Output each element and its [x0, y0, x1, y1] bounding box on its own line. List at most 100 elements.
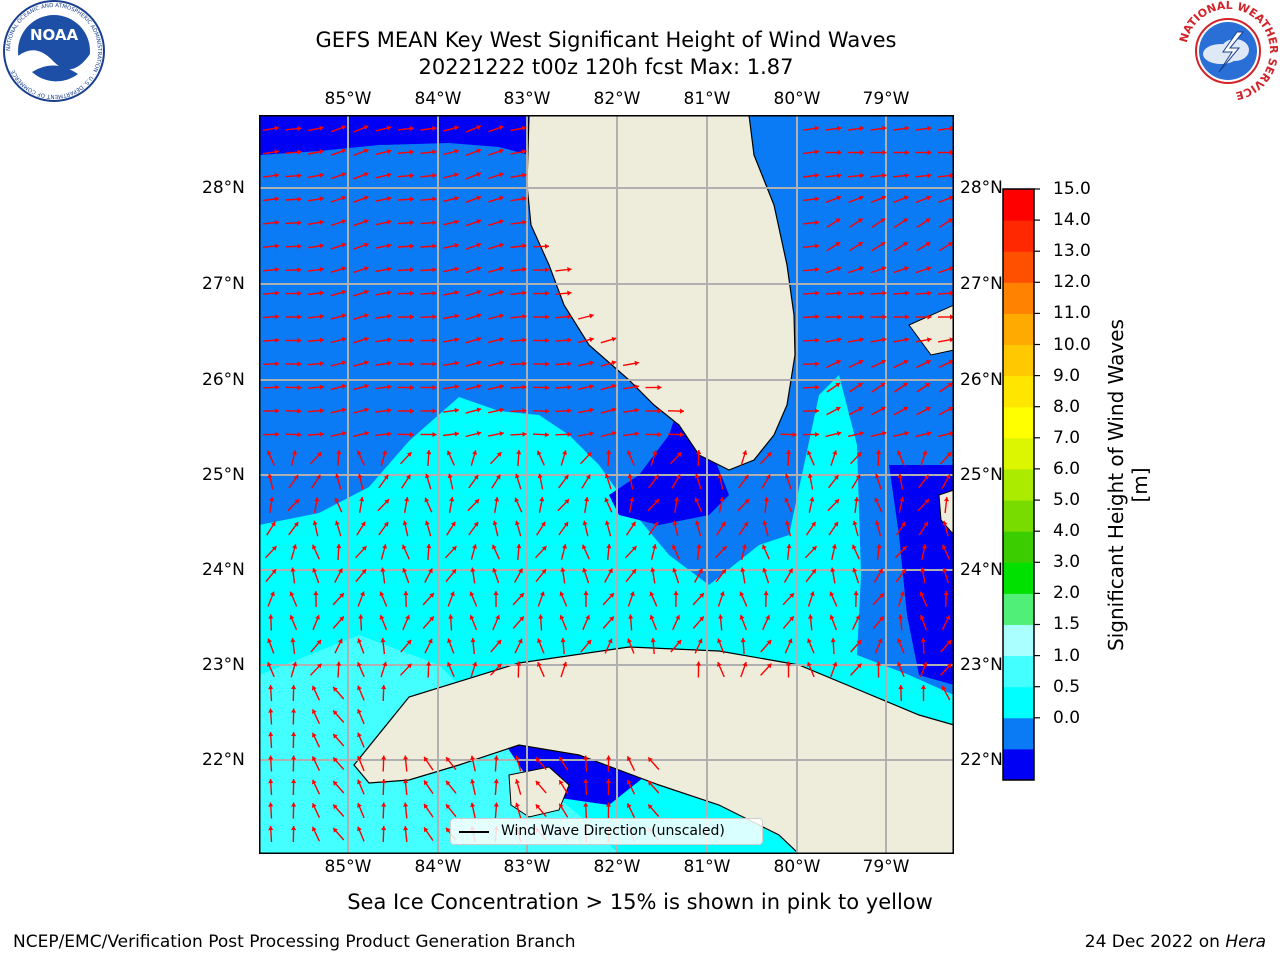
wave-direction-arrowhead [626, 803, 632, 809]
wave-direction-arrowhead [880, 383, 886, 388]
wave-direction-arrowhead [672, 520, 678, 526]
lon-label-bottom-83w: 83°W [503, 857, 551, 877]
wave-direction-arrowhead [363, 125, 369, 130]
wave-direction-arrowhead [357, 685, 362, 691]
lon-label-bottom-82w: 82°W [593, 857, 641, 877]
wave-direction-arrowhead [290, 638, 296, 643]
colorbar-tick-label: 10.0 [1053, 334, 1091, 355]
lat-label-right-27n: 27°N [960, 274, 1003, 294]
wave-direction-arrowhead [567, 361, 572, 367]
wave-direction-arrowhead [514, 802, 520, 808]
wave-direction-arrowhead [567, 267, 572, 273]
colorbar-tick-label: 14.0 [1053, 210, 1091, 231]
wave-direction-arrowhead [654, 499, 660, 504]
wave-direction-arrowhead [293, 475, 299, 480]
wave-direction-arrowhead [406, 663, 412, 669]
wave-direction-arrowhead [410, 408, 414, 414]
wave-direction-arrowhead [535, 757, 541, 763]
wave-direction-arrowhead [409, 173, 414, 179]
wave-direction-arrowhead [518, 568, 523, 574]
wave-direction-arrowhead [267, 473, 273, 479]
wave-direction-arrowhead [493, 591, 499, 595]
wave-direction-arrowhead [405, 615, 410, 620]
wave-direction-arrowhead [589, 360, 594, 366]
wave-direction-arrowhead [814, 361, 819, 367]
wave-direction-arrowhead [341, 195, 347, 201]
wave-direction-arrowhead [319, 361, 324, 367]
wave-direction-arrowhead [657, 408, 662, 414]
wave-direction-arrowhead [676, 452, 682, 457]
wave-direction-arrowhead [901, 521, 906, 527]
wave-direction-arrowhead [762, 567, 768, 573]
wave-direction-arrowhead [807, 662, 812, 667]
wave-direction-arrowhead [274, 384, 279, 390]
wave-direction-arrowhead [454, 384, 459, 390]
wave-direction-arrowhead [901, 569, 906, 574]
lon-label-top-84w: 84°W [414, 89, 462, 109]
wave-direction-arrowhead [679, 408, 684, 414]
wave-direction-arrowhead [403, 779, 409, 784]
wave-direction-arrowhead [833, 475, 839, 480]
wave-direction-arrowhead [522, 149, 527, 155]
wave-direction-arrowhead [837, 314, 842, 320]
wave-direction-arrowhead [852, 567, 858, 573]
wave-direction-arrowhead [562, 544, 567, 549]
wave-direction-arrowhead [319, 266, 324, 272]
wave-direction-arrowhead [567, 431, 572, 437]
wave-height-map [259, 115, 954, 854]
wave-direction-arrowhead [567, 408, 572, 414]
wave-direction-arrowhead [496, 452, 502, 457]
map-legend: Wind Wave Direction (unscaled) [450, 818, 763, 845]
wave-direction-arrowhead [476, 383, 482, 389]
wave-direction-arrowhead [901, 546, 907, 551]
colorbar-segment [1003, 375, 1034, 408]
colorbar-segment [1003, 313, 1034, 346]
wave-direction-arrowhead [519, 616, 524, 622]
wave-direction-arrowhead [946, 640, 952, 645]
colorbar-tick-label: 7.0 [1053, 427, 1081, 448]
wave-direction-arrowhead [319, 125, 324, 131]
wave-direction-arrowhead [274, 125, 279, 131]
wave-direction-arrowhead [876, 450, 882, 455]
wave-direction-arrowhead [560, 567, 566, 572]
wave-direction-arrowhead [472, 544, 477, 549]
wave-direction-arrowhead [361, 546, 367, 551]
wave-direction-arrowhead [837, 337, 842, 343]
wave-direction-arrowhead [429, 593, 434, 598]
wave-direction-arrowhead [631, 521, 636, 527]
wave-direction-arrowhead [652, 450, 658, 455]
wave-direction-arrowhead [268, 755, 274, 760]
wave-direction-arrowhead [291, 826, 297, 831]
wave-direction-arrowhead [672, 544, 677, 550]
wave-direction-arrowhead [926, 266, 932, 272]
lat-label-right-25n: 25°N [960, 465, 1003, 485]
wave-direction-arrowhead [898, 685, 904, 690]
wave-direction-arrowhead [297, 243, 302, 249]
wave-direction-arrowhead [541, 546, 547, 551]
wave-direction-arrowhead [611, 431, 617, 436]
colorbar-segment [1003, 531, 1034, 563]
wave-direction-arrowhead [631, 546, 637, 551]
wave-direction-arrowhead [380, 638, 386, 643]
wave-direction-arrowhead [357, 662, 362, 667]
wave-direction-arrowhead [947, 218, 953, 223]
wave-direction-arrowhead [832, 662, 838, 667]
wave-direction-arrowhead [361, 569, 367, 575]
lon-label-top-82w: 82°W [593, 89, 641, 109]
wave-direction-arrowhead [381, 755, 387, 760]
wave-direction-arrowhead [811, 569, 816, 574]
wave-direction-arrowhead [516, 450, 522, 455]
wave-direction-arrowhead [589, 407, 594, 413]
wave-direction-arrowhead [943, 591, 949, 596]
footer-host: Hera [1225, 932, 1266, 952]
wave-direction-arrowhead [856, 663, 862, 669]
lon-label-top-79w: 79°W [862, 89, 910, 109]
wave-direction-arrowhead [609, 593, 614, 598]
wave-direction-arrowhead [319, 337, 324, 343]
wave-direction-arrowhead [836, 195, 841, 201]
wave-direction-arrowhead [473, 475, 479, 480]
wave-direction-arrowhead [522, 243, 527, 249]
wave-direction-arrowhead [814, 172, 819, 179]
wave-direction-arrowhead [948, 242, 953, 247]
lat-label-left-22n: 22°N [202, 750, 245, 770]
